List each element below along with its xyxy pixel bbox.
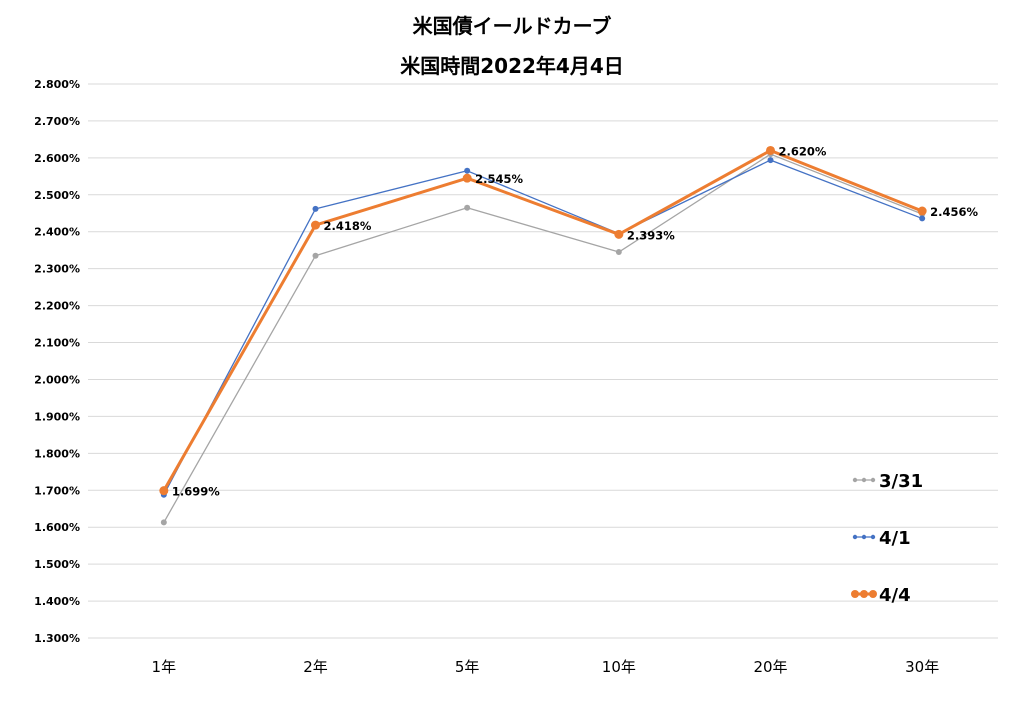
legend-swatch-marker (861, 477, 867, 483)
data-point (160, 519, 167, 526)
y-tick-label: 2.100% (34, 337, 80, 350)
legend-swatch-marker (851, 590, 859, 598)
chart-subtitle: 米国時間2022年4月4日 (400, 54, 624, 78)
data-label: 2.456% (930, 205, 978, 219)
y-tick-label: 1.500% (34, 558, 80, 571)
legend-swatch-marker (852, 534, 858, 540)
data-labels: 1.699% 2.418% 2.545% 2.393% 2.620% 2.456% (172, 144, 979, 498)
y-tick-label: 2.000% (34, 373, 80, 386)
y-tick-label: 2.400% (34, 226, 80, 239)
data-point (919, 215, 926, 222)
series-line-4-4 (162, 148, 923, 492)
y-tick-label: 2.300% (34, 263, 80, 276)
y-tick-label: 2.500% (34, 189, 80, 202)
data-point (615, 249, 622, 256)
data-point (462, 173, 472, 183)
data-point (464, 167, 471, 174)
x-tick-label: 5年 (455, 658, 480, 676)
data-point (767, 157, 774, 164)
legend-label: 4/1 (879, 528, 911, 549)
y-tick-label: 1.700% (34, 484, 80, 497)
chart-title: 米国債イールドカーブ (412, 14, 612, 38)
y-tick-label: 1.600% (34, 521, 80, 534)
x-tick-label: 20年 (753, 658, 787, 676)
legend-swatch-marker (870, 477, 876, 483)
data-point (312, 205, 319, 212)
legend-swatch-marker (852, 477, 858, 483)
legend-label: 3/31 (879, 471, 923, 492)
x-axis: 1年 2年 5年 10年 20年 30年 (152, 658, 940, 676)
y-tick-label: 2.700% (34, 115, 80, 128)
y-tick-label: 1.400% (34, 595, 80, 608)
series-line-4-1 (163, 159, 923, 496)
x-tick-label: 1年 (152, 658, 177, 676)
x-tick-label: 2年 (303, 658, 328, 676)
data-label: 2.418% (324, 219, 372, 233)
y-axis: 1.300% 1.400% 1.500% 1.600% 1.700% 1.800% 1.90… (34, 78, 80, 645)
data-point (159, 486, 169, 496)
data-label: 2.620% (779, 144, 827, 158)
legend: 3/31 4/1 4/4 (851, 471, 923, 606)
data-point (614, 229, 624, 239)
series-lines (159, 145, 927, 526)
x-tick-label: 10年 (602, 658, 636, 676)
y-tick-label: 1.300% (34, 632, 80, 645)
data-label: 2.545% (475, 172, 523, 186)
data-label: 2.393% (627, 228, 675, 242)
data-point (311, 220, 320, 230)
data-point (917, 206, 927, 216)
y-tick-label: 2.800% (34, 78, 80, 91)
data-label: 1.699% (172, 485, 220, 499)
x-tick-label: 30年 (905, 658, 939, 676)
legend-swatch-marker (870, 534, 876, 540)
legend-swatch-marker (861, 534, 867, 540)
y-tick-label: 2.600% (34, 152, 80, 165)
data-point (312, 252, 319, 259)
gridlines (88, 83, 998, 639)
y-tick-label: 2.200% (34, 300, 80, 313)
y-tick-label: 1.900% (34, 410, 80, 423)
data-point (464, 204, 471, 211)
data-point (766, 145, 775, 155)
series-line-3-31 (163, 153, 923, 523)
y-tick-label: 1.800% (34, 447, 80, 460)
legend-swatch-marker (860, 590, 868, 598)
legend-label: 4/4 (879, 585, 911, 606)
legend-swatch-marker (869, 590, 877, 598)
